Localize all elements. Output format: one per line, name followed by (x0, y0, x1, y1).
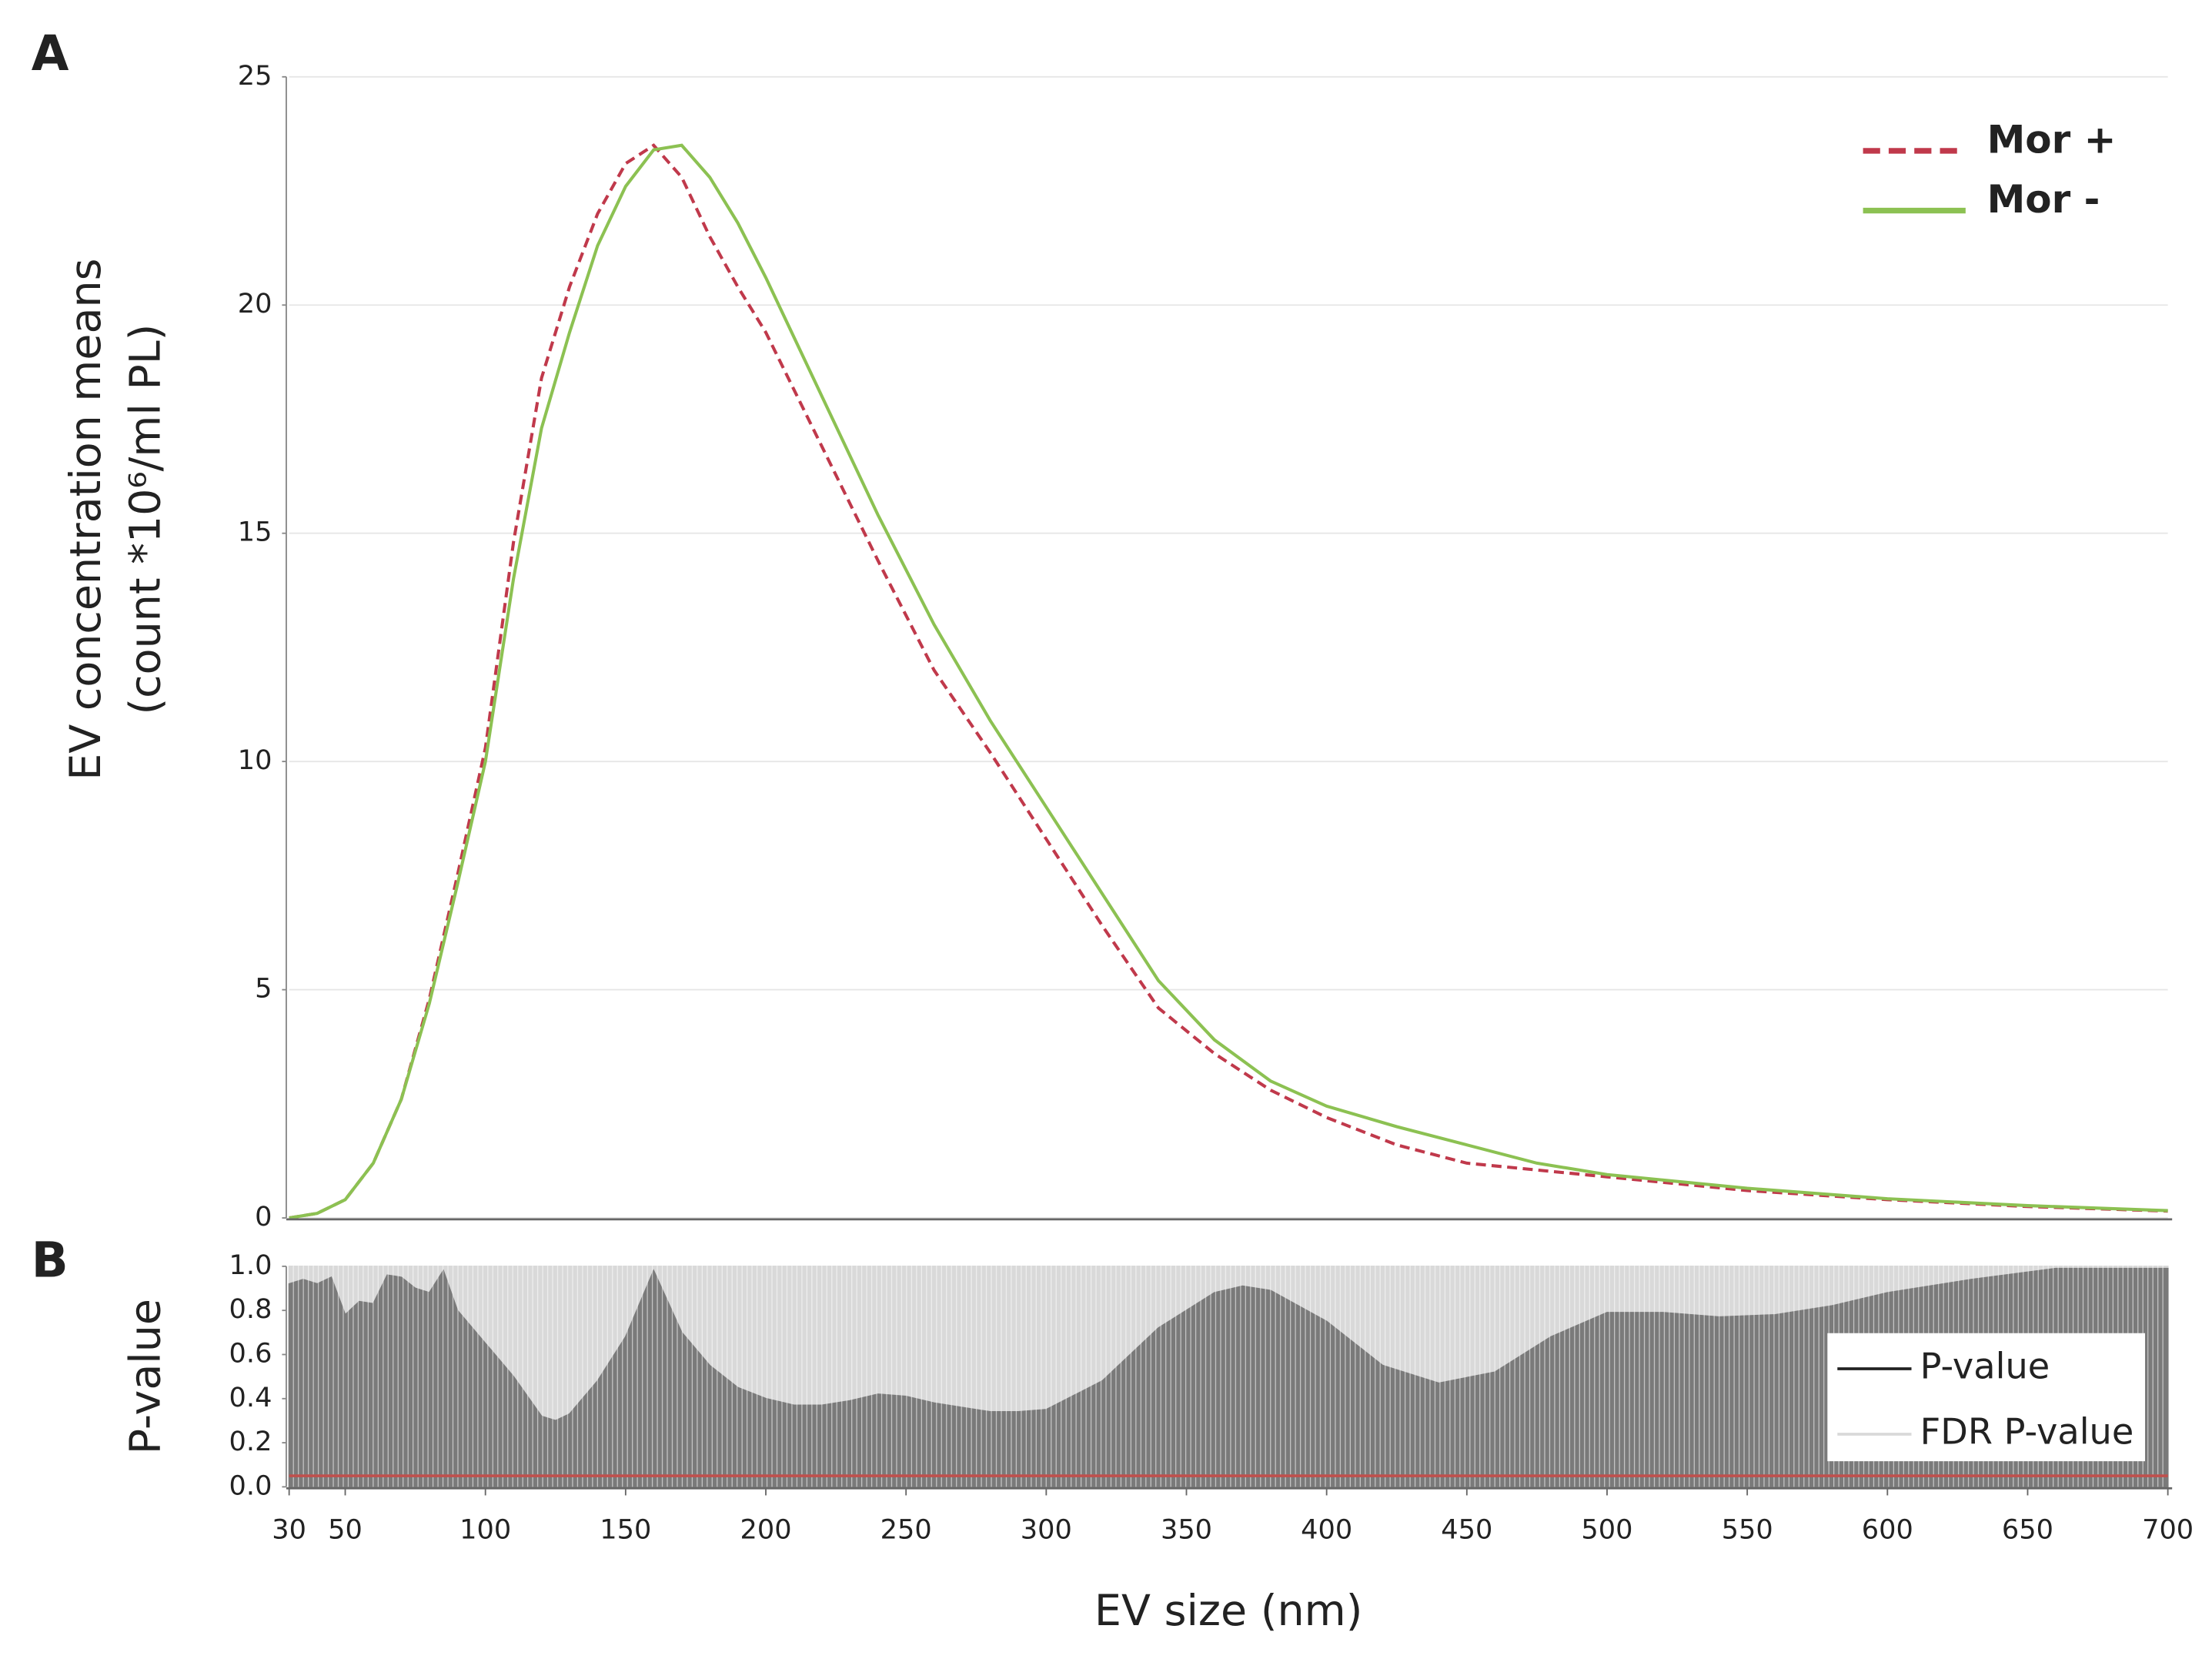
y-tick-label: 0.4 (229, 1382, 272, 1413)
y-axis-label: EV concentration means (62, 258, 111, 780)
x-tick-label: 700 (2142, 1514, 2194, 1546)
legend-box (1827, 1333, 2146, 1462)
x-tick-label: 350 (1161, 1514, 1212, 1546)
x-tick-label: 150 (600, 1514, 651, 1546)
y-tick-label: 15 (238, 517, 272, 548)
y-tick-label: 0.8 (229, 1293, 272, 1325)
legend-label: Mor - (1987, 177, 2100, 222)
panel-label: B (32, 1232, 68, 1288)
x-tick-label: 600 (1862, 1514, 1913, 1546)
y-tick-label: 0.6 (229, 1337, 272, 1369)
x-tick-label: 200 (740, 1514, 791, 1546)
x-tick-label: 30 (272, 1514, 306, 1546)
y-tick-label: 0.2 (229, 1426, 272, 1457)
x-tick-label: 500 (1581, 1514, 1632, 1546)
x-tick-label: 100 (459, 1514, 511, 1546)
x-tick-label: 450 (1441, 1514, 1492, 1546)
series-line (289, 143, 2168, 1220)
legend-label: Mor + (1987, 117, 2117, 162)
x-tick-label: 650 (2002, 1514, 2053, 1546)
legend-label: FDR P-value (1920, 1411, 2134, 1453)
y-tick-label: 1.0 (229, 1249, 272, 1281)
x-tick-label: 400 (1301, 1514, 1352, 1546)
y-tick-label: 25 (238, 60, 272, 92)
x-tick-label: 550 (1722, 1514, 1773, 1546)
panel-label: A (32, 25, 69, 82)
bar-stripes (292, 1263, 2164, 1487)
legend-label: P-value (1920, 1345, 2050, 1386)
y-tick-label: 10 (238, 744, 272, 776)
x-tick-label: 50 (328, 1514, 363, 1546)
y-axis-label: P-value (122, 1299, 171, 1454)
x-tick-label: 300 (1021, 1514, 1072, 1546)
y-tick-label: 0.0 (229, 1470, 272, 1501)
x-axis-label: EV size (nm) (1094, 1587, 1363, 1636)
y-axis-label: (count *10⁶/ml PL) (122, 324, 171, 715)
y-tick-label: 20 (238, 288, 272, 319)
series-line (289, 143, 2168, 1220)
y-tick-label: 0 (255, 1201, 272, 1233)
y-tick-label: 5 (255, 973, 272, 1005)
x-tick-label: 250 (880, 1514, 932, 1546)
